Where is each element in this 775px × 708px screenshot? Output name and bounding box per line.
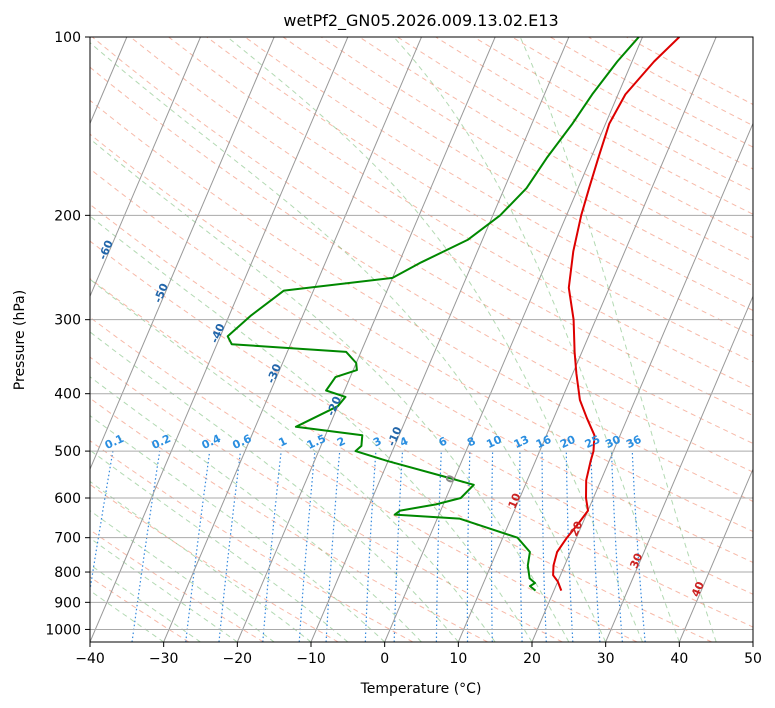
dry-adiabat-line [90, 397, 488, 642]
y-tick-label: 600 [54, 491, 81, 507]
x-tick-label: 10 [449, 651, 467, 667]
mixing-ratio-label: 16 [534, 433, 554, 451]
y-tick-label: 1000 [45, 622, 81, 638]
mixing-ratio-line [298, 451, 316, 642]
moist-adiabat-line [90, 215, 533, 642]
isotherm-label: 40 [689, 579, 707, 598]
isotherms [90, 37, 753, 642]
temperature-profile-line [552, 37, 680, 591]
dry-adiabat-line [90, 133, 753, 533]
y-tick-label: 500 [54, 444, 81, 460]
isotherm-line [90, 37, 349, 642]
plot-frame [89, 36, 754, 643]
isotherm-line [310, 37, 570, 642]
isotherm-line [384, 37, 643, 642]
isotherm-line [678, 467, 753, 642]
moist-adiabat-line [90, 138, 570, 642]
y-tick-label: 800 [54, 565, 81, 581]
moist-adiabat-line [90, 537, 238, 642]
mixing-ratio-label: 36 [624, 433, 644, 451]
y-axis-ticks: 100 200 300 400 500 600 700 800 900 1000 [45, 30, 90, 638]
x-tick-label: −30 [149, 651, 179, 667]
y-tick-label: 100 [54, 30, 81, 46]
dry-adiabat-line [130, 37, 753, 417]
moist-adiabat-line [519, 37, 717, 642]
x-tick-label: 50 [744, 651, 762, 667]
y-axis-label: Pressure (hPa) [12, 290, 28, 390]
moist-adiabat-line [90, 564, 201, 642]
mixing-ratio-line [262, 451, 282, 642]
moist-adiabat-line [227, 37, 643, 642]
x-tick-label: 0 [380, 651, 389, 667]
dry-adiabat-line [90, 168, 753, 563]
moist-adiabats [90, 37, 717, 642]
isotherm-label: 30 [627, 551, 645, 570]
dry-adiabat-line [90, 356, 563, 642]
isobars [90, 37, 753, 630]
moist-adiabat-line [90, 278, 496, 642]
dewpoint-profile-line [226, 37, 640, 592]
x-tick-label: 20 [523, 651, 541, 667]
isotherm-label: 20 [567, 519, 585, 538]
mixing-ratio-label: 10 [484, 433, 504, 451]
dry-adiabat-line [282, 37, 753, 312]
mixing-ratio-line [185, 451, 211, 642]
isotherm-line [236, 37, 496, 642]
mixing-ratio-label: 30 [603, 433, 623, 451]
x-tick-label: 30 [597, 651, 615, 667]
isotherm-line [605, 295, 753, 642]
x-tick-label: −40 [75, 651, 105, 667]
chart-title: wetPf2_GN05.2026.009.13.02.E13 [283, 11, 558, 31]
isotherm-line [163, 37, 422, 642]
isotherm-line [457, 37, 717, 642]
isotherm-line [90, 37, 201, 298]
mixing-ratio-line [631, 451, 646, 642]
mixing-ratio-label: 20 [558, 433, 578, 451]
dry-adiabat-line [206, 37, 753, 363]
isotherm-line [531, 122, 753, 642]
moist-adiabat-line [90, 449, 349, 642]
profiles [226, 37, 680, 592]
mixing-ratio-label: 13 [512, 433, 531, 451]
dry-adiabat-line [90, 203, 753, 595]
mixing-ratio-line [218, 451, 242, 642]
moist-adiabat-line [90, 331, 459, 642]
moist-adiabat-line [90, 376, 422, 642]
mixing-ratio-line [90, 450, 114, 594]
moist-adiabat-line [90, 415, 386, 642]
moist-adiabat-line [90, 42, 607, 642]
isotherm-line [90, 37, 275, 471]
x-tick-label: 40 [670, 651, 688, 667]
y-tick-label: 700 [54, 531, 81, 547]
y-tick-label: 300 [54, 313, 81, 329]
y-tick-label: 900 [54, 595, 81, 611]
x-tick-label: −20 [223, 651, 253, 667]
dry-adiabat-line [90, 66, 753, 473]
y-tick-label: 200 [54, 208, 81, 224]
dry-adiabat-line [90, 483, 339, 642]
moist-adiabat-line [90, 480, 312, 642]
moist-adiabat-line [393, 37, 680, 642]
moist-adiabat-line [90, 589, 164, 642]
mixing-ratio-label: 25 [583, 433, 602, 451]
x-axis-ticks: −40 −30 −20 −10 0 10 20 30 40 50 [75, 642, 762, 667]
x-tick-label: −10 [296, 651, 326, 667]
y-tick-label: 400 [54, 387, 81, 403]
isotherm-label: 10 [506, 491, 524, 510]
x-axis-label: Temperature (°C) [360, 681, 482, 697]
